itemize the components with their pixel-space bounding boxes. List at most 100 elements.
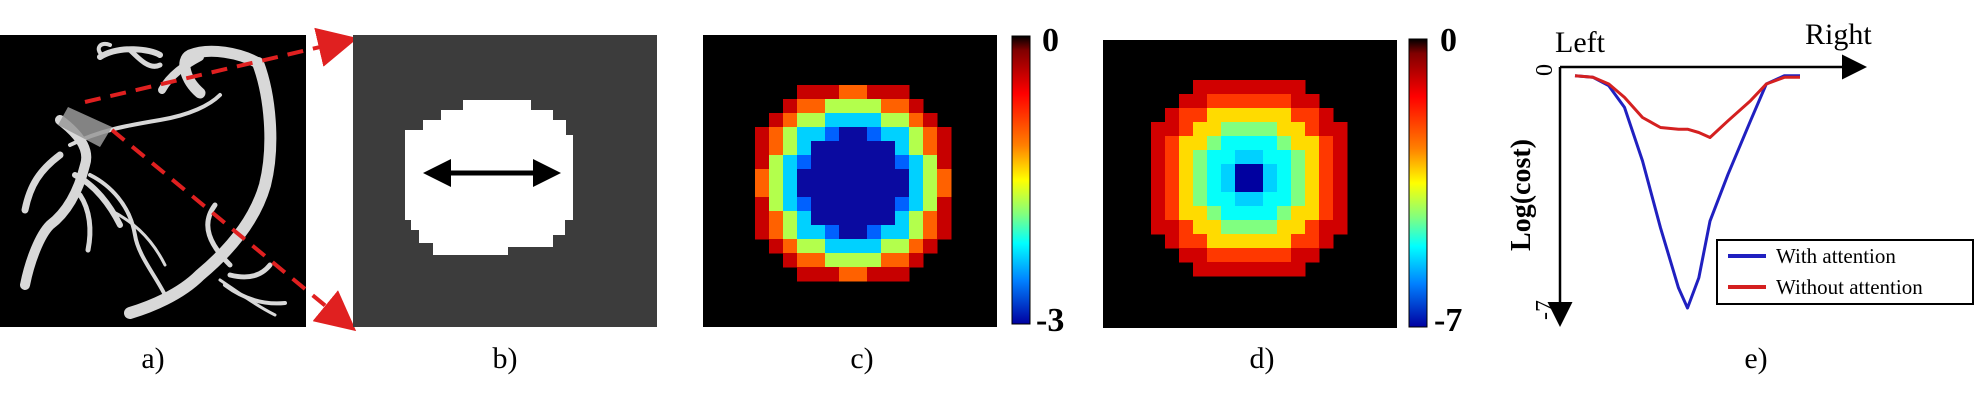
heatmap-cell bbox=[825, 267, 840, 282]
heatmap-cell bbox=[853, 183, 868, 198]
heatmap-cell bbox=[1193, 220, 1208, 235]
heatmap-cell bbox=[825, 113, 840, 128]
heatmap-cell bbox=[1207, 80, 1222, 95]
heatmap-cell bbox=[769, 155, 784, 170]
heatmap-cell bbox=[1151, 122, 1166, 137]
heatmap-cell bbox=[881, 113, 896, 128]
heatmap-cell bbox=[825, 239, 840, 254]
heatmap-cell bbox=[1151, 220, 1166, 235]
heatmap-cell bbox=[811, 141, 826, 156]
heatmap-cell bbox=[1263, 206, 1278, 221]
heatmap-cell bbox=[881, 211, 896, 226]
heatmap-cell bbox=[1207, 108, 1222, 123]
heatmap-cell bbox=[811, 169, 826, 184]
heatmap-cell bbox=[909, 239, 924, 254]
heatmap-cell bbox=[1249, 234, 1264, 249]
heatmap-cell bbox=[839, 127, 854, 142]
legend: With attention Without attention bbox=[1716, 239, 1974, 305]
heatmap-cell bbox=[895, 85, 910, 100]
heatmap-cell bbox=[895, 253, 910, 268]
heatmap-cell bbox=[1319, 178, 1334, 193]
heatmap-cell bbox=[1193, 108, 1208, 123]
heatmap-cell bbox=[811, 211, 826, 226]
heatmap-cell bbox=[853, 267, 868, 282]
heatmap-cell bbox=[1151, 164, 1166, 179]
heatmap-cell bbox=[1179, 220, 1194, 235]
heatmap-cell bbox=[797, 225, 812, 240]
heatmap-cell bbox=[1207, 136, 1222, 151]
heatmap-cell bbox=[839, 267, 854, 282]
heatmap-cell bbox=[1277, 150, 1292, 165]
heatmap-cell bbox=[811, 155, 826, 170]
panel-d-label: d) bbox=[1249, 342, 1275, 375]
heatmap-cell bbox=[1221, 192, 1236, 207]
heatmap-cell bbox=[867, 197, 882, 212]
heatmap-cell bbox=[1291, 80, 1306, 95]
heatmap-cell bbox=[755, 127, 770, 142]
heatmap-cell bbox=[769, 211, 784, 226]
heatmap-cell bbox=[895, 169, 910, 184]
heatmap-cell bbox=[1235, 136, 1250, 151]
cost-profile-chart: Left Right 0 -7 Log(cost) With attention… bbox=[1506, 18, 1974, 327]
heatmap-cell bbox=[1277, 262, 1292, 277]
heatmap-cell bbox=[1179, 122, 1194, 137]
colorbar-d bbox=[1408, 38, 1428, 328]
heatmap-cell bbox=[825, 197, 840, 212]
heatmap-cell bbox=[1179, 248, 1194, 263]
heatmap-cell bbox=[1305, 108, 1320, 123]
heatmap-cell bbox=[923, 225, 938, 240]
heatmap-cell bbox=[1291, 94, 1306, 109]
heatmap-cell bbox=[895, 141, 910, 156]
heatmap-cell bbox=[1221, 122, 1236, 137]
heatmap-cell bbox=[1235, 80, 1250, 95]
heatmap-cell bbox=[1235, 262, 1250, 277]
heatmap-cell bbox=[1221, 150, 1236, 165]
heatmap-cell bbox=[937, 225, 952, 240]
heatmap-cell bbox=[1207, 220, 1222, 235]
heatmap-cell bbox=[1207, 234, 1222, 249]
heatmap-cell bbox=[1277, 234, 1292, 249]
heatmap-cell bbox=[937, 197, 952, 212]
heatmap-cell bbox=[783, 253, 798, 268]
heatmap-cell bbox=[1277, 164, 1292, 179]
heatmap-c bbox=[703, 35, 997, 327]
heatmap-cell bbox=[769, 239, 784, 254]
heatmap-cell bbox=[1179, 234, 1194, 249]
heatmap-cell bbox=[797, 183, 812, 198]
heatmap-cell bbox=[1333, 192, 1348, 207]
heatmap-cell bbox=[1235, 234, 1250, 249]
heatmap-cell bbox=[1319, 220, 1334, 235]
heatmap-cell bbox=[825, 85, 840, 100]
heatmap-cell bbox=[755, 169, 770, 184]
heatmap-cell bbox=[1305, 178, 1320, 193]
heatmap-cell bbox=[1221, 262, 1236, 277]
heatmap-cell bbox=[853, 197, 868, 212]
heatmap-cell bbox=[1333, 220, 1348, 235]
heatmap-cell bbox=[881, 267, 896, 282]
heatmap-cell bbox=[1207, 94, 1222, 109]
heatmap-cell bbox=[923, 197, 938, 212]
heatmap-cell bbox=[755, 155, 770, 170]
heatmap-cell bbox=[1221, 178, 1236, 193]
heatmap-cell bbox=[1291, 136, 1306, 151]
heatmap-cell bbox=[1235, 248, 1250, 263]
heatmap-cell bbox=[923, 155, 938, 170]
vessel-3d-render bbox=[0, 35, 306, 327]
heatmap-cell bbox=[1179, 178, 1194, 193]
heatmap-cell bbox=[1193, 164, 1208, 179]
heatmap-cell bbox=[1249, 136, 1264, 151]
heatmap-cell bbox=[895, 239, 910, 254]
heatmap-cell bbox=[1333, 122, 1348, 137]
heatmap-cell bbox=[853, 225, 868, 240]
heatmap-cell bbox=[1221, 136, 1236, 151]
heatmap-cell bbox=[839, 253, 854, 268]
heatmap-cell bbox=[769, 113, 784, 128]
heatmap-cell bbox=[755, 225, 770, 240]
heatmap-cell bbox=[811, 197, 826, 212]
heatmap-cell bbox=[769, 225, 784, 240]
heatmap-cell bbox=[839, 225, 854, 240]
heatmap-cell bbox=[1165, 136, 1180, 151]
heatmap-cell bbox=[1319, 136, 1334, 151]
heatmap-cell bbox=[1291, 262, 1306, 277]
heatmap-cell bbox=[811, 253, 826, 268]
